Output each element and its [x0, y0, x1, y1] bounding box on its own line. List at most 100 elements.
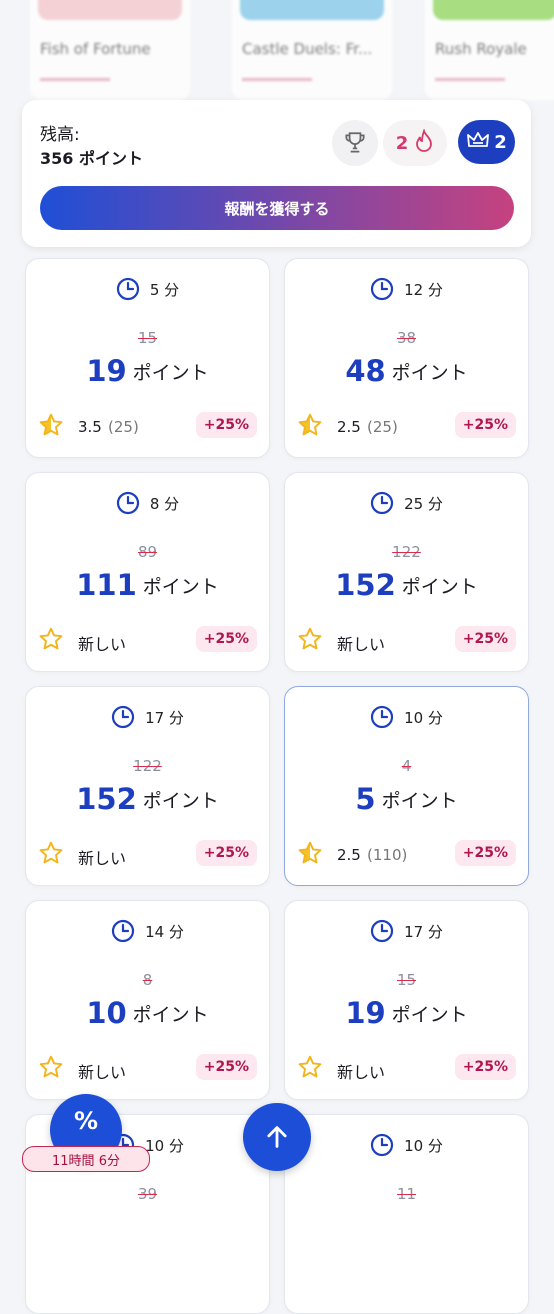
points-unit: ポイント: [391, 1003, 468, 1026]
old-points: 4: [401, 757, 412, 775]
review-count: (25): [108, 418, 139, 436]
old-points-row: 15: [285, 969, 528, 991]
game-points-line: [40, 78, 110, 81]
points-row: 111 ポイント: [26, 565, 269, 605]
balance-amount: 356 ポイント: [40, 149, 143, 168]
offer-points: 111: [76, 568, 137, 602]
old-points-row: 15: [26, 327, 269, 349]
offer-time: 14 分: [145, 922, 184, 941]
game-tile[interactable]: Fish of Fortune: [30, 0, 190, 100]
old-points-row: 38: [285, 327, 528, 349]
level-pill[interactable]: 2: [458, 120, 515, 164]
crown-icon: [466, 130, 490, 154]
rating-star: [297, 840, 323, 870]
rating-star: [38, 1054, 64, 1084]
time-row: 8 分: [26, 489, 269, 517]
offer-card[interactable]: 17 分 122 152 ポイント新しい +25%: [25, 686, 270, 886]
old-points-row: 89: [26, 541, 269, 563]
time-row: 10 分: [285, 1131, 528, 1159]
offer-card[interactable]: 25 分 122 152 ポイント 新しい +25%: [284, 472, 529, 672]
clock-icon: [370, 919, 394, 943]
old-points: 122: [133, 757, 162, 775]
time-row: 17 分: [285, 917, 528, 945]
time-row: 5 分: [26, 275, 269, 303]
offer-card[interactable]: 12 分 38 48 ポイント 2.5 (25) +25%: [284, 258, 529, 458]
offer-time: 12 分: [404, 280, 443, 299]
new-label: 新しい: [78, 1063, 127, 1082]
new-label: 新しい: [78, 635, 127, 654]
time-row: 12 分: [285, 275, 528, 303]
points-unit: ポイント: [142, 789, 219, 812]
offer-card[interactable]: 14 分 8 10 ポイント 新しい +25%: [25, 900, 270, 1100]
rating: 3.5: [78, 418, 102, 436]
points-row: 152 ポイント: [26, 779, 269, 819]
points-row: 19 ポイント: [26, 351, 269, 391]
streak-pill[interactable]: 2: [383, 120, 447, 166]
time-row: 14 分: [26, 917, 269, 945]
old-points: 15: [137, 329, 158, 347]
offer-points: 152: [76, 782, 137, 816]
review-count: (110): [367, 846, 408, 864]
old-points-row: 8: [26, 969, 269, 991]
points-unit: ポイント: [391, 361, 468, 384]
offer-time: 5 分: [149, 280, 180, 299]
promo-timer: 11時間 6分: [22, 1146, 150, 1172]
flame-icon: [414, 127, 434, 157]
offer-points: 48: [345, 354, 386, 388]
offer-points: 19: [86, 354, 127, 388]
balance-card: 残高: 356 ポイント 2 2 報酬を獲得する: [22, 100, 531, 247]
offer-card[interactable]: 10 分 4 5 ポイント 2.5 (110) +25%: [284, 686, 529, 886]
offer-card[interactable]: 17 分 15 19 ポイント新しい +25%: [284, 900, 529, 1100]
old-points-row: 122: [285, 541, 528, 563]
old-points-row: 122: [26, 755, 269, 777]
points-row: 10 ポイント: [26, 993, 269, 1033]
offer-time: 10 分: [404, 1136, 443, 1155]
points-unit: ポイント: [132, 1003, 209, 1026]
clock-icon: [116, 491, 140, 515]
bonus-badge: +25%: [195, 840, 257, 866]
old-points: 11: [396, 1185, 417, 1203]
game-tile[interactable]: Rush Royale: [425, 0, 554, 100]
offer-card[interactable]: 10 分 11: [284, 1114, 529, 1314]
game-points-line: [435, 78, 505, 81]
trophy-button[interactable]: [332, 120, 378, 166]
offer-points: 19: [345, 996, 386, 1030]
offer-card[interactable]: 8 分 89 111 ポイント 新しい +25%: [25, 472, 270, 672]
rating-star: [38, 840, 64, 870]
rating-star: [297, 412, 323, 442]
old-points: 122: [392, 543, 421, 561]
game-title: Rush Royale: [435, 40, 527, 58]
game-title: Fish of Fortune: [40, 40, 151, 58]
offer-time: 17 分: [404, 922, 443, 941]
points-row: 5 ポイント: [285, 779, 528, 819]
offer-time: 10 分: [145, 1136, 184, 1155]
game-tile[interactable]: Castle Duels: Fr...: [232, 0, 392, 100]
points-unit: ポイント: [142, 575, 219, 598]
claim-button[interactable]: 報酬を獲得する: [40, 186, 514, 230]
new-label: 新しい: [78, 849, 127, 868]
time-row: 17 分: [26, 703, 269, 731]
offer-points: 152: [335, 568, 396, 602]
rating: 2.5: [337, 418, 361, 436]
points-unit: ポイント: [132, 361, 209, 384]
points-unit: ポイント: [381, 789, 458, 812]
rating-star: [297, 626, 323, 656]
new-label: 新しい: [337, 635, 386, 654]
offer-points: 10: [86, 996, 127, 1030]
review-count: (25): [367, 418, 398, 436]
clock-icon: [111, 705, 135, 729]
clock-icon: [370, 1133, 394, 1157]
bonus-badge: +25%: [195, 412, 257, 438]
offer-time: 8 分: [149, 494, 180, 513]
old-points-row: 11: [285, 1183, 528, 1205]
offer-card[interactable]: 5 分 15 19 ポイント 3.5 (25) +25%: [25, 258, 270, 458]
bonus-badge: +25%: [454, 1054, 516, 1080]
game-image: [433, 0, 554, 20]
bonus-badge: +25%: [454, 412, 516, 438]
scroll-top-button[interactable]: [243, 1103, 311, 1171]
old-points: 15: [396, 971, 417, 989]
points-row: 48 ポイント: [285, 351, 528, 391]
time-row: 25 分: [285, 489, 528, 517]
new-label: 新しい: [337, 1063, 386, 1082]
clock-icon: [111, 919, 135, 943]
